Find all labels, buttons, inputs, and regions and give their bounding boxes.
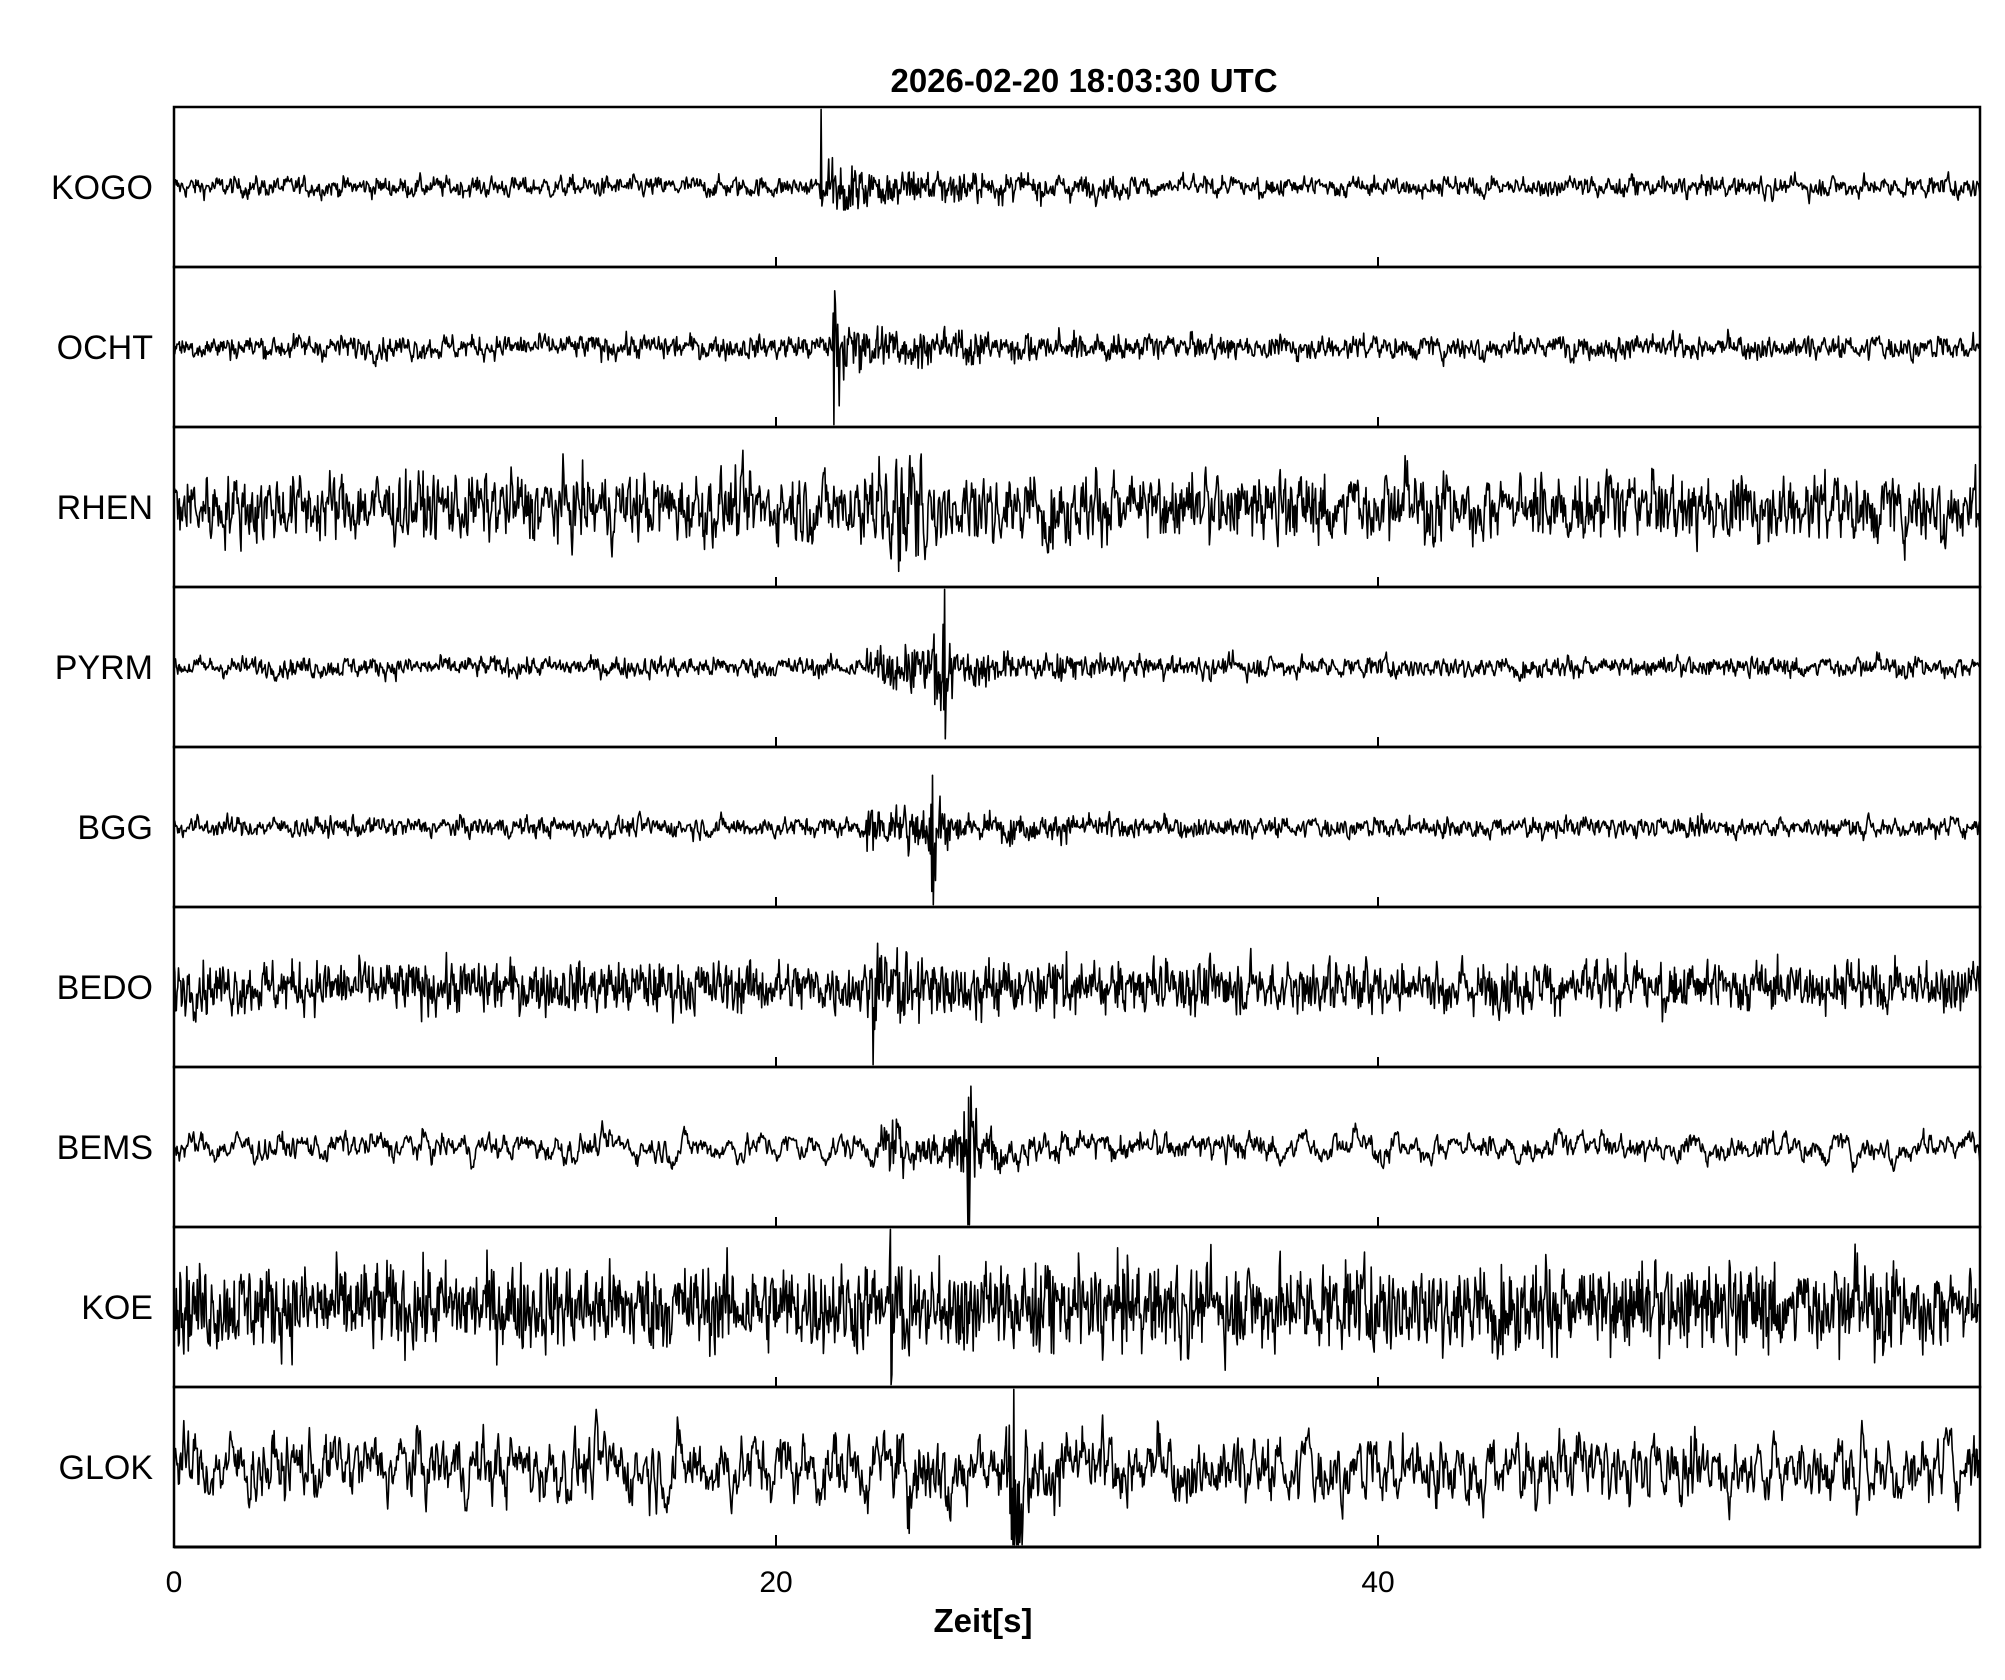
station-label: BEMS xyxy=(57,1129,153,1167)
station-label: OCHT xyxy=(57,329,153,367)
trace-ocht xyxy=(173,290,1981,426)
station-label: GLOK xyxy=(59,1449,154,1487)
x-tick-label: 20 xyxy=(759,1566,792,1599)
trace-glok xyxy=(173,1388,1981,1546)
trace-pyrm xyxy=(173,588,1981,740)
station-label: BEDO xyxy=(57,969,153,1007)
station-label: PYRM xyxy=(55,649,153,687)
station-label: KOGO xyxy=(51,169,153,207)
trace-bems xyxy=(173,1085,1981,1226)
chart-title: 2026-02-20 18:03:30 UTC xyxy=(890,62,1277,99)
x-axis-label: Zeit[s] xyxy=(934,1602,1033,1639)
trace-koe xyxy=(173,1228,1981,1386)
x-tick-label: 0 xyxy=(166,1566,183,1599)
station-label: KOE xyxy=(81,1289,153,1327)
trace-panel xyxy=(172,745,1982,909)
trace-rhen xyxy=(173,449,1981,573)
trace-kogo xyxy=(173,108,1981,211)
trace-bedo xyxy=(173,942,1981,1066)
station-label: RHEN xyxy=(57,489,153,527)
station-label: BGG xyxy=(77,809,153,847)
trace-bgg xyxy=(173,774,1981,906)
x-tick-label: 40 xyxy=(1361,1566,1394,1599)
